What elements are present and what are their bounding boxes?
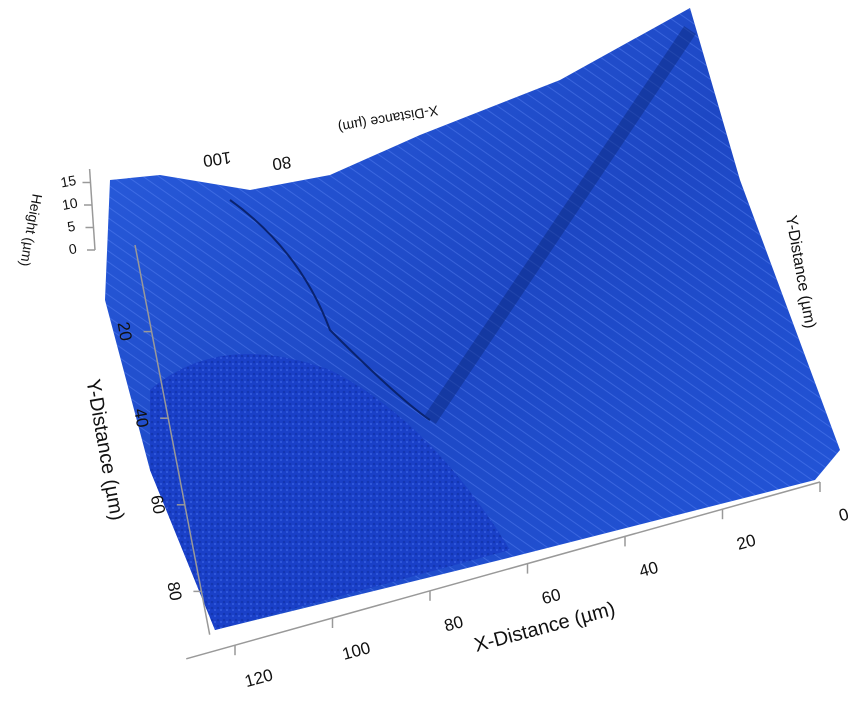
z-axis — [88, 168, 96, 251]
y-axis — [134, 244, 211, 635]
z-tick-label: 15 — [59, 172, 77, 190]
x-tick-label: 80 — [442, 612, 465, 635]
y-tick-label: 40 — [130, 407, 152, 429]
z-axis-label: Height (µm) — [17, 193, 46, 268]
z-tick-label: 10 — [61, 194, 79, 212]
x-tick-label: 40 — [637, 558, 660, 581]
back-x-axis-label: X-Distance (µm) — [337, 103, 440, 136]
back-x-tick-label: 100 — [202, 148, 233, 171]
y-tick-label: 80 — [163, 580, 185, 602]
x-tick-label: 20 — [735, 531, 758, 554]
y-axis-label: Y-Distance (µm) — [81, 378, 128, 523]
back-x-tick-label: 80 — [271, 152, 292, 173]
x-tick-label: 120 — [243, 665, 275, 691]
z-tick-label: 0 — [68, 240, 79, 257]
x-tick-label: 0 — [837, 505, 851, 526]
y-tick-label: 60 — [147, 494, 169, 516]
x-tick-label: 100 — [340, 638, 372, 664]
x-tick-label: 60 — [540, 585, 563, 608]
surface — [105, 8, 840, 630]
y-tick-label: 20 — [114, 320, 136, 342]
x-axis — [186, 481, 821, 660]
z-tick-label: 5 — [66, 218, 77, 235]
